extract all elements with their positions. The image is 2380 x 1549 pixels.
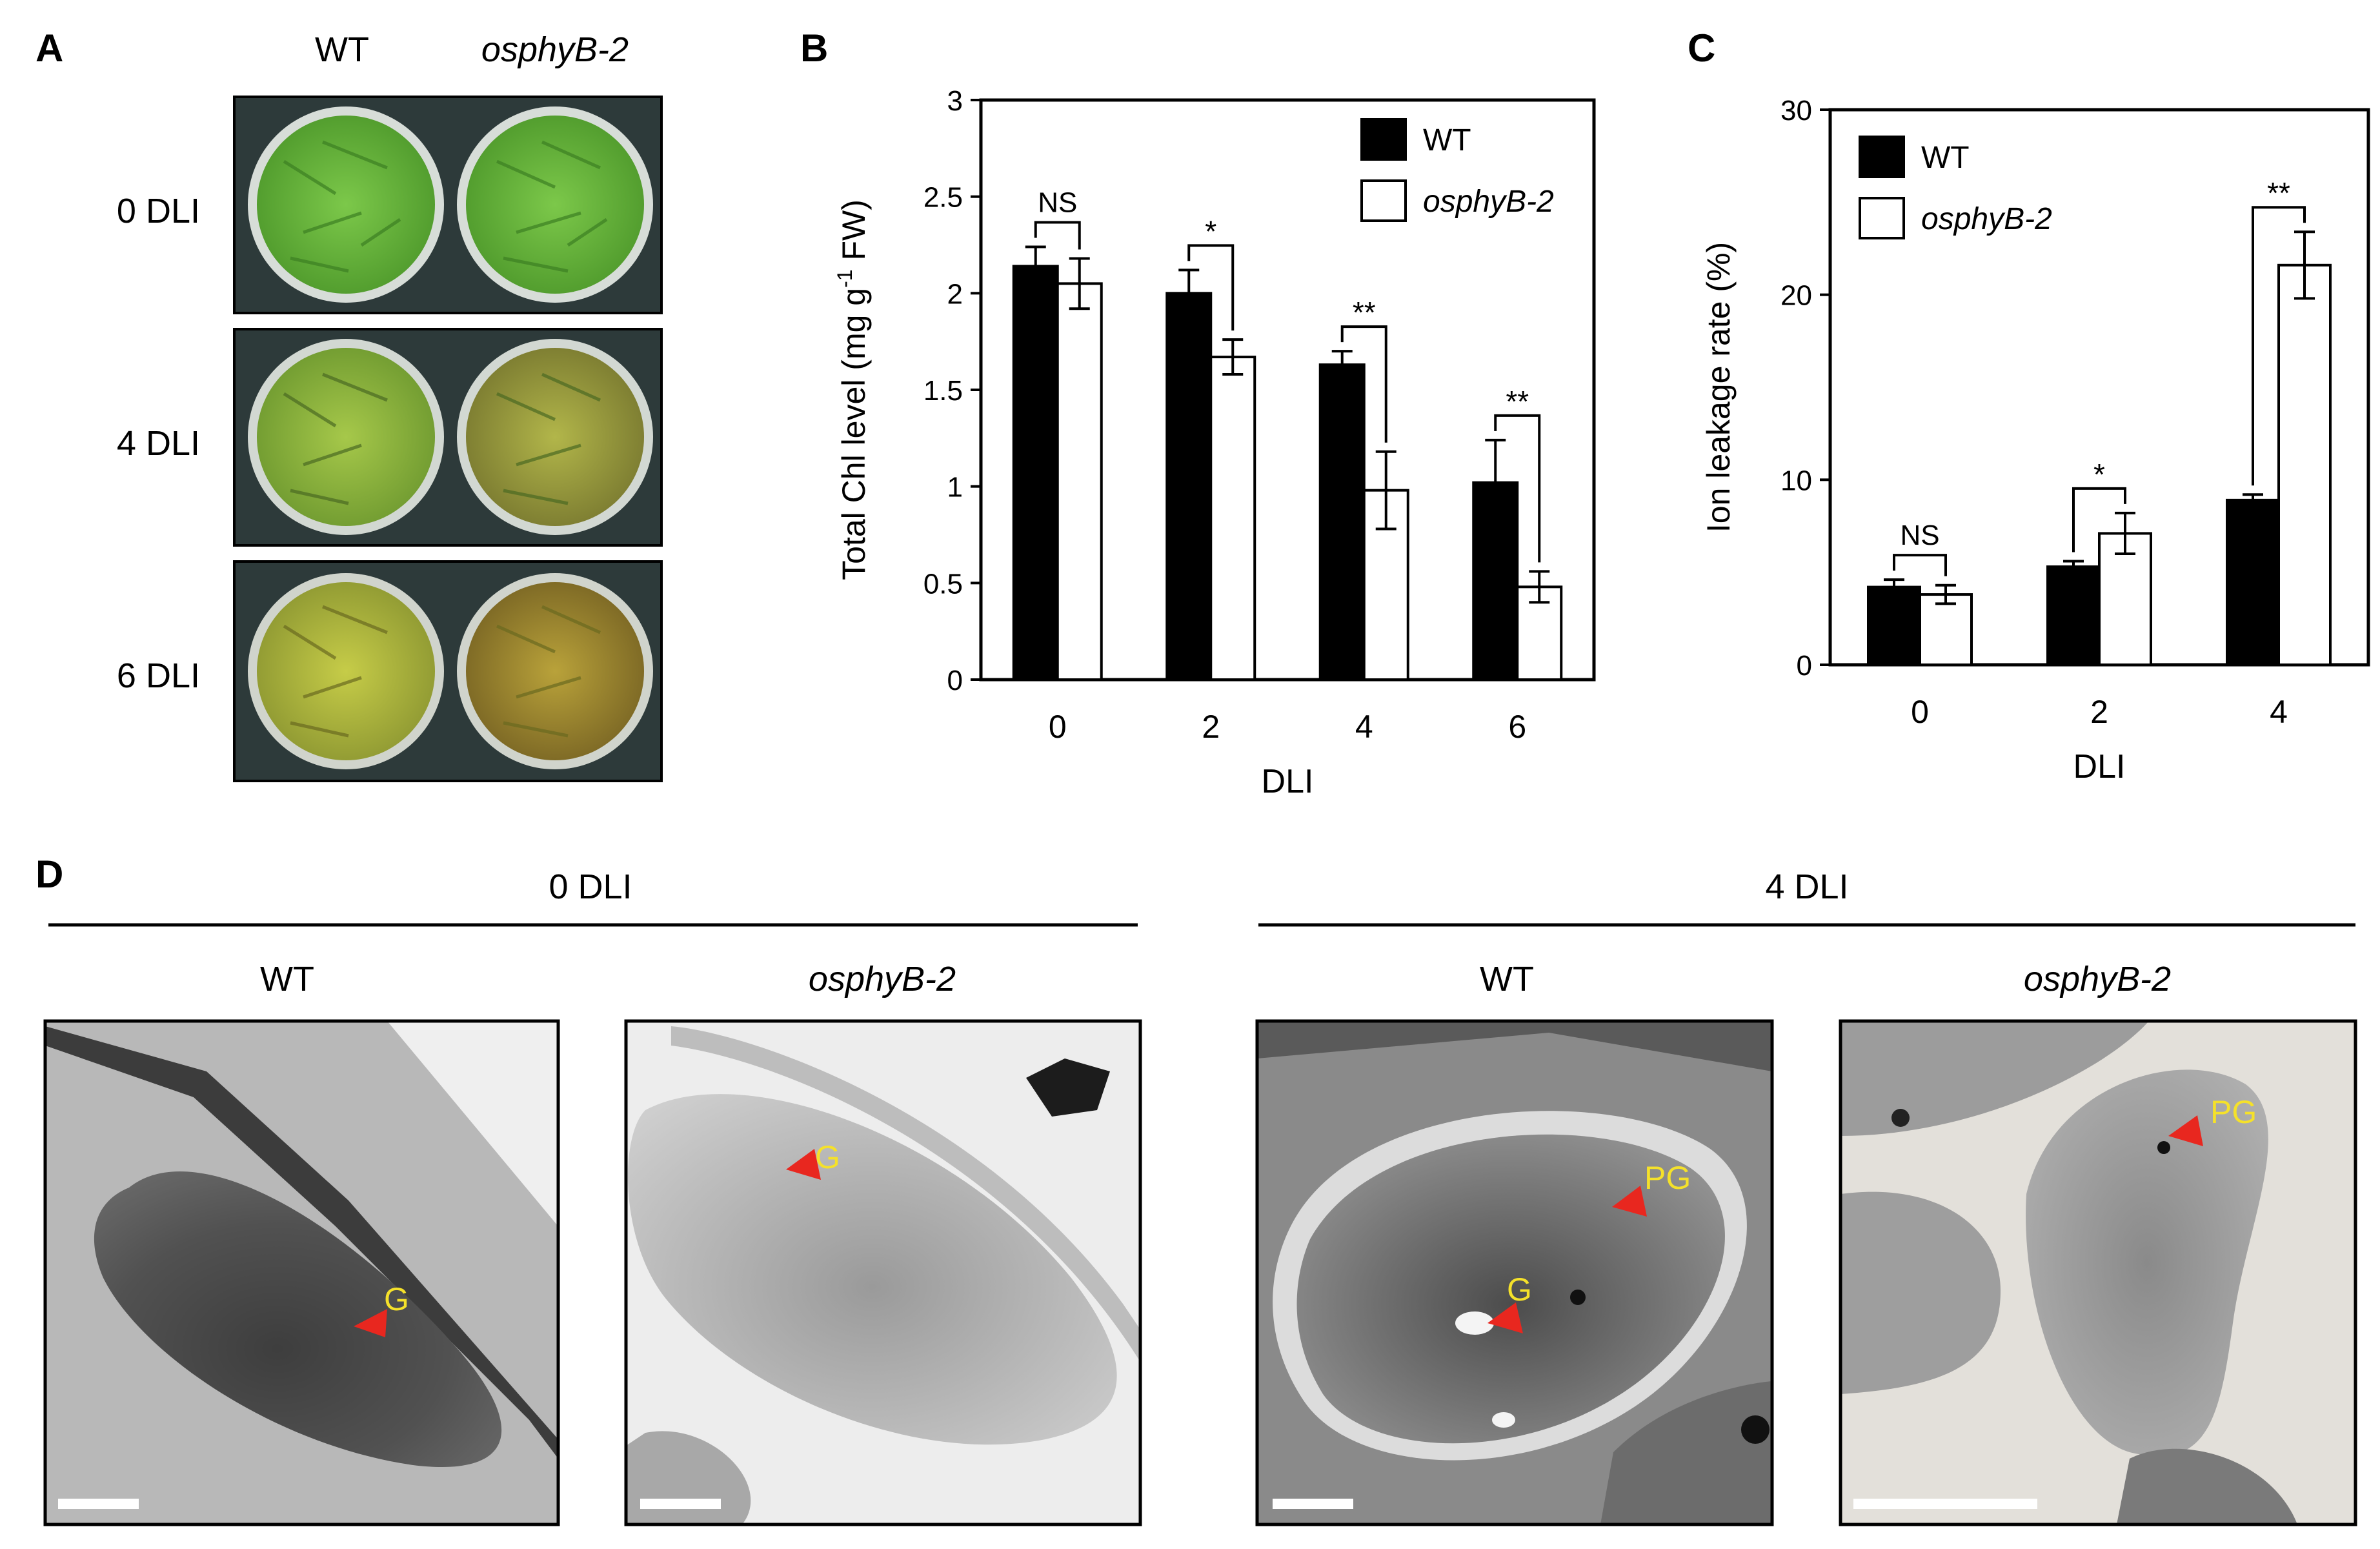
significance-label: NS [1038,187,1077,218]
bar [1362,489,1409,681]
tem-marker: G [786,1139,840,1180]
panel-a-row-label: 6 DLI [117,656,200,695]
tem-micrograph-mutant-4dli [1839,1019,2357,1526]
significance-bracket [2252,206,2306,486]
marker-label: PG [1644,1160,1691,1196]
significance-label: ** [1353,296,1376,329]
y-tick-label: 10 [1780,465,1812,496]
y-tick-label: 0.5 [923,568,963,600]
marker-arrow-icon [1612,1186,1647,1217]
significance-bracket [1494,414,1541,563]
scale-bar [1273,1499,1353,1509]
legend-label: osphyB-2 [1423,185,1554,219]
x-axis-label: DLI [2073,748,2126,785]
tem-marker: PG [1612,1160,1691,1217]
bar [1867,585,1921,666]
significance-bracket [1034,221,1081,250]
y-tick-label: 0 [1797,650,1812,682]
ion-leakage-chart: 0 10 20 30 NS 0 * 2 ** 4 DLI Ion leakage rate (%) WT… [1700,95,2370,785]
significance-bracket [1340,325,1387,443]
panel-letter-a: A [35,26,63,70]
marker-label: PG [2210,1094,2257,1130]
tem-group-label-4dli: 4 DLI [1765,867,1848,906]
significance-label: * [2093,458,2105,491]
y-tick-label: 30 [1780,95,1812,127]
scale-bar [1853,1499,2037,1509]
bar [1318,363,1366,681]
significance-label: ** [1506,385,1529,418]
plate-photo-6dli [233,560,663,782]
bar [2046,565,2101,666]
y-tick-label: 20 [1780,280,1812,312]
legend-label: WT [1921,141,1970,175]
bar [2226,498,2280,666]
x-tick-label: 4 [1355,709,1373,745]
tem-micrograph-mutant-0dli [624,1019,1142,1526]
panel-a-row-label: 0 DLI [117,192,200,230]
bar [1165,292,1213,682]
bar [1012,265,1059,681]
tem-label-genotype: WT [260,960,314,998]
legend-swatch [1859,197,1905,239]
x-tick-label: 6 [1508,709,1526,745]
chl-level-chart: 0 0.5 1 1.5 2 2.5 3 NS 0 * 2 ** 4 ** 6 DLI Total Chl lev… [833,85,1596,800]
panel-letter-c: C [1688,26,1715,70]
tem-label-genotype: WT [1480,960,1534,998]
legend-label: osphyB-2 [1921,202,2052,236]
legend-swatch [1360,118,1407,161]
marker-arrow-icon [1488,1302,1523,1333]
x-tick-label: 2 [1202,709,1220,745]
y-tick-label: 2.5 [923,182,963,214]
y-tick-label: 2 [947,278,963,310]
x-tick-label: 0 [1049,709,1067,745]
y-tick-label: 1 [947,472,963,503]
tem-marker: G [354,1281,409,1337]
plate-photo-4dli [233,328,663,547]
plate-photo-0dli [233,96,663,314]
significance-bracket [2072,487,2126,552]
tem-label-genotype: osphyB-2 [809,960,956,998]
marker-label: G [384,1281,409,1317]
bar [1209,356,1256,681]
significance-label: * [1205,214,1216,248]
significance-bracket [1893,554,1947,576]
scale-bar [640,1499,721,1509]
tem-marker: G [1488,1271,1532,1333]
marker-label: G [815,1139,840,1175]
y-axis-label: Ion leakage rate (%) [1700,242,1737,532]
significance-bracket [1187,244,1235,331]
legend-swatch [1859,136,1905,178]
x-tick-label: 4 [2270,694,2288,730]
tem-label-genotype: osphyB-2 [2024,960,2171,998]
x-tick-label: 0 [1911,694,1929,730]
tem-micrograph-wt-4dli [1255,1019,1774,1526]
tem-group-label-0dli: 0 DLI [549,867,632,906]
panel-a-header-mutant: osphyB-2 [481,30,629,69]
bar [1919,593,1973,666]
y-tick-label: 1.5 [923,375,963,407]
legend-label: WT [1423,123,1471,157]
marker-label: G [1507,1271,1532,1308]
tem-micrograph-wt-0dli [43,1019,560,1526]
marker-arrow-icon [786,1149,821,1180]
scale-bar [58,1499,139,1509]
panel-letter-d: D [35,853,63,896]
y-tick-label: 3 [947,85,963,117]
y-axis-label: Total Chl level (mg g-1 FW) [833,199,872,580]
x-tick-label: 2 [2090,694,2108,730]
marker-arrow-icon [354,1309,387,1337]
panel-a-header-wt: WT [315,30,369,69]
bar [1056,282,1103,682]
bar [2277,263,2332,666]
panel-letter-b: B [800,26,828,70]
significance-label: NS [1900,520,1939,551]
legend-swatch [1360,179,1407,222]
y-tick-label: 0 [947,665,963,696]
marker-arrow-icon [2168,1115,2203,1146]
panel-a-row-label: 4 DLI [117,424,200,463]
significance-label: ** [2267,176,2290,210]
tem-marker: PG [2168,1094,2257,1146]
x-axis-label: DLI [1262,763,1314,800]
